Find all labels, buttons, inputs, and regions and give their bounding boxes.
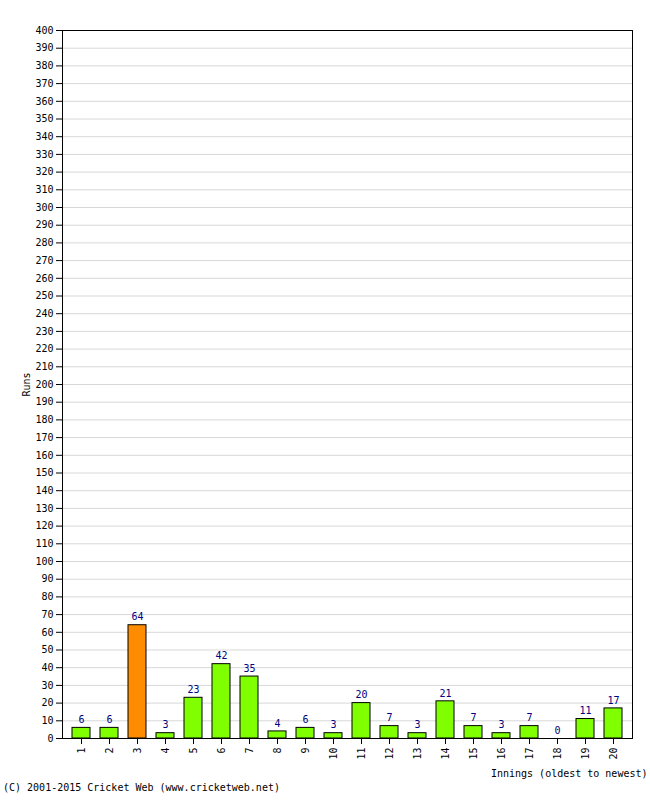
- svg-text:8: 8: [272, 748, 283, 754]
- svg-text:11: 11: [356, 748, 367, 760]
- svg-text:19: 19: [580, 748, 591, 760]
- svg-text:300: 300: [35, 202, 53, 213]
- svg-text:70: 70: [41, 609, 53, 620]
- svg-text:4: 4: [274, 718, 280, 729]
- svg-text:12: 12: [384, 748, 395, 760]
- svg-text:290: 290: [35, 219, 53, 230]
- svg-text:250: 250: [35, 290, 53, 301]
- svg-text:17: 17: [607, 695, 619, 706]
- svg-text:13: 13: [412, 748, 423, 760]
- svg-text:6: 6: [78, 714, 84, 725]
- svg-text:3: 3: [132, 748, 143, 754]
- svg-text:50: 50: [41, 644, 53, 655]
- svg-text:240: 240: [35, 308, 53, 319]
- svg-text:80: 80: [41, 591, 53, 602]
- svg-text:60: 60: [41, 627, 53, 638]
- svg-text:4: 4: [160, 748, 171, 754]
- svg-text:3: 3: [498, 719, 504, 730]
- svg-text:15: 15: [468, 748, 479, 760]
- svg-text:160: 160: [35, 450, 53, 461]
- svg-text:20: 20: [355, 689, 367, 700]
- svg-text:10: 10: [328, 748, 339, 760]
- svg-text:3: 3: [330, 719, 336, 730]
- svg-text:6: 6: [302, 714, 308, 725]
- svg-text:Runs: Runs: [21, 372, 32, 396]
- svg-text:150: 150: [35, 467, 53, 478]
- svg-text:3: 3: [162, 719, 168, 730]
- svg-text:350: 350: [35, 113, 53, 124]
- svg-text:11: 11: [579, 705, 591, 716]
- svg-text:3: 3: [414, 719, 420, 730]
- svg-text:10: 10: [41, 715, 53, 726]
- svg-text:210: 210: [35, 361, 53, 372]
- svg-text:18: 18: [552, 748, 563, 760]
- svg-text:360: 360: [35, 96, 53, 107]
- svg-text:230: 230: [35, 326, 53, 337]
- svg-text:110: 110: [35, 538, 53, 549]
- svg-text:20: 20: [608, 748, 619, 760]
- svg-text:17: 17: [524, 748, 535, 760]
- svg-text:9: 9: [300, 748, 311, 754]
- svg-text:400: 400: [35, 25, 53, 36]
- svg-text:7: 7: [386, 712, 392, 723]
- svg-text:390: 390: [35, 42, 53, 53]
- svg-text:6: 6: [216, 748, 227, 754]
- svg-text:35: 35: [243, 663, 255, 674]
- svg-text:7: 7: [526, 712, 532, 723]
- svg-text:280: 280: [35, 237, 53, 248]
- svg-text:100: 100: [35, 556, 53, 567]
- svg-text:2: 2: [104, 748, 115, 754]
- svg-text:330: 330: [35, 149, 53, 160]
- svg-text:370: 370: [35, 78, 53, 89]
- svg-text:140: 140: [35, 485, 53, 496]
- svg-text:130: 130: [35, 503, 53, 514]
- html-text:(C) 2001-2015 Cricket Web (www: (C) 2001-2015 Cricket Web (www.cricketwe…: [3, 782, 280, 793]
- svg-text:90: 90: [41, 573, 53, 584]
- svg-text:14: 14: [440, 748, 451, 760]
- svg-text:340: 340: [35, 131, 53, 142]
- svg-text:220: 220: [35, 343, 53, 354]
- svg-text:42: 42: [215, 650, 227, 661]
- svg-text:21: 21: [439, 688, 451, 699]
- svg-text:270: 270: [35, 255, 53, 266]
- svg-text:5: 5: [188, 748, 199, 754]
- svg-text:0: 0: [47, 733, 53, 744]
- svg-text:120: 120: [35, 520, 53, 531]
- svg-text:Innings (oldest to newest): Innings (oldest to newest): [491, 768, 648, 779]
- svg-text:40: 40: [41, 662, 53, 673]
- svg-text:310: 310: [35, 184, 53, 195]
- svg-text:0: 0: [554, 725, 560, 736]
- svg-text:23: 23: [187, 684, 199, 695]
- svg-text:1: 1: [76, 748, 87, 754]
- svg-text:7: 7: [470, 712, 476, 723]
- svg-text:6: 6: [106, 714, 112, 725]
- svg-text:180: 180: [35, 414, 53, 425]
- svg-text:380: 380: [35, 60, 53, 71]
- svg-text:64: 64: [131, 611, 143, 622]
- svg-text:30: 30: [41, 680, 53, 691]
- svg-text:190: 190: [35, 396, 53, 407]
- svg-text:170: 170: [35, 432, 53, 443]
- svg-text:320: 320: [35, 166, 53, 177]
- svg-text:260: 260: [35, 273, 53, 284]
- svg-text:20: 20: [41, 697, 53, 708]
- svg-text:16: 16: [496, 748, 507, 760]
- svg-text:7: 7: [244, 748, 255, 754]
- svg-text:200: 200: [35, 379, 53, 390]
